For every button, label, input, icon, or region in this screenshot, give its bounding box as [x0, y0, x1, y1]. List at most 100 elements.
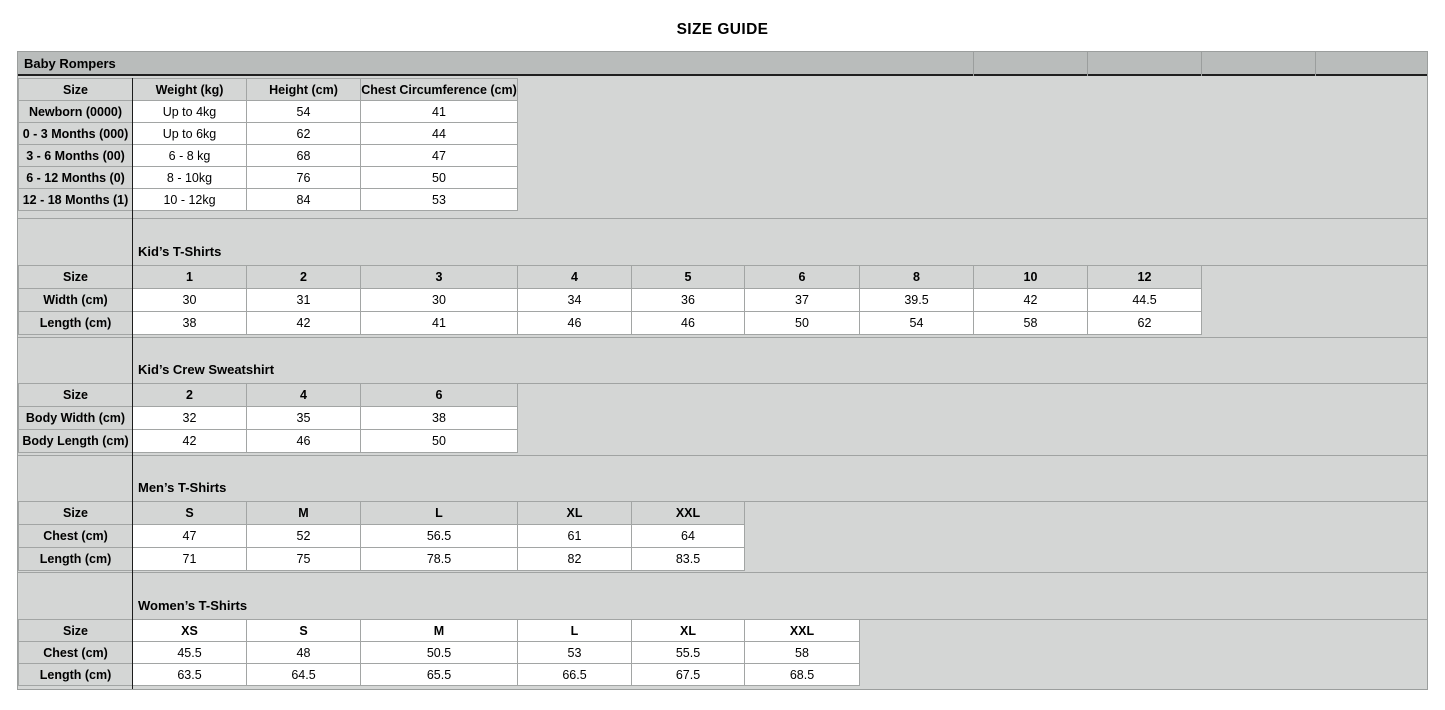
column-header-row: Size Weight (kg) Height (cm) Chest Circumfe… [18, 78, 518, 101]
value-cell: 41 [360, 100, 518, 123]
column-header-cell: L [517, 619, 632, 642]
table-row: Body Length (cm) 42 46 50 [18, 429, 518, 453]
value-cell: 64.5 [246, 663, 361, 686]
row-label-cell: 3 - 6 Months (00) [18, 144, 133, 167]
value-cell: 50 [744, 311, 860, 335]
value-cell: 46 [631, 311, 745, 335]
column-header-cell: S [246, 619, 361, 642]
row-label-cell: Body Length (cm) [18, 429, 133, 453]
column-header-cell: XXL [744, 619, 860, 642]
column-divider [1201, 52, 1202, 76]
value-cell: 62 [1087, 311, 1202, 335]
value-cell: 30 [360, 288, 518, 312]
value-cell: 54 [859, 311, 974, 335]
value-cell: 50.5 [360, 641, 518, 664]
row-label-cell: 0 - 3 Months (000) [18, 122, 133, 145]
value-cell: 34 [517, 288, 632, 312]
value-cell: 76 [246, 166, 361, 189]
column-header-cell: Size [18, 265, 133, 289]
value-cell: 53 [360, 188, 518, 211]
column-header-cell: 4 [246, 383, 361, 407]
value-cell: 45.5 [132, 641, 247, 664]
section-divider [18, 572, 1427, 573]
value-cell: 68.5 [744, 663, 860, 686]
section-header-label: Baby Rompers [24, 56, 116, 71]
row-label-cell: 12 - 18 Months (1) [18, 188, 133, 211]
column-header-row: Size 1 2 3 4 5 6 8 10 12 [18, 265, 1202, 289]
value-cell: 83.5 [631, 547, 745, 571]
table-row: 12 - 18 Months (1) 10 - 12kg 84 53 [18, 188, 518, 211]
column-header-cell: Size [18, 619, 133, 642]
value-cell: 47 [132, 524, 247, 548]
table-row: Chest (cm) 45.5 48 50.5 53 55.5 58 [18, 641, 860, 664]
row-label-cell: Length (cm) [18, 311, 133, 335]
column-header-cell: Weight (kg) [132, 78, 247, 101]
section-label-womens-tshirts: Women’s T-Shirts [138, 598, 248, 613]
value-cell: 41 [360, 311, 518, 335]
value-cell: 84 [246, 188, 361, 211]
table-row: 3 - 6 Months (00) 6 - 8 kg 68 47 [18, 144, 518, 167]
value-cell: 65.5 [360, 663, 518, 686]
womens-tshirts-table: Size XS S M L XL XXL Chest (cm) 45.5 48 50.5 53 55.5… [18, 619, 860, 686]
column-header-cell: 12 [1087, 265, 1202, 289]
row-label-cell: 6 - 12 Months (0) [18, 166, 133, 189]
section-label-kids-tshirts: Kid’s T-Shirts [138, 244, 222, 259]
value-cell: 44 [360, 122, 518, 145]
value-cell: 53 [517, 641, 632, 664]
baby-rompers-table: Size Weight (kg) Height (cm) Chest Circumfe… [18, 78, 518, 211]
table-row: Width (cm) 30 31 30 34 36 37 39.5 42 44.5 [18, 288, 1202, 312]
column-header-cell: Size [18, 501, 133, 525]
value-cell: 50 [360, 429, 518, 453]
value-cell: 36 [631, 288, 745, 312]
value-cell: 35 [246, 406, 361, 430]
column-header-cell: 1 [132, 265, 247, 289]
row-label-cell: Length (cm) [18, 547, 133, 571]
row-label-cell: Chest (cm) [18, 641, 133, 664]
value-cell: 63.5 [132, 663, 247, 686]
column-header-cell: M [246, 501, 361, 525]
column-header-cell: 8 [859, 265, 974, 289]
column-header-cell: Size [18, 78, 133, 101]
value-cell: 61 [517, 524, 632, 548]
column-header-cell: 6 [360, 383, 518, 407]
value-cell: 48 [246, 641, 361, 664]
value-cell: 10 - 12kg [132, 188, 247, 211]
page-title: SIZE GUIDE [676, 21, 769, 38]
column-divider [973, 52, 974, 76]
value-cell: 47 [360, 144, 518, 167]
value-cell: 75 [246, 547, 361, 571]
section-divider [18, 383, 1427, 384]
value-cell: 66.5 [517, 663, 632, 686]
value-cell: Up to 6kg [132, 122, 247, 145]
value-cell: 55.5 [631, 641, 745, 664]
value-cell: 46 [246, 429, 361, 453]
value-cell: 30 [132, 288, 247, 312]
value-cell: 46 [517, 311, 632, 335]
size-guide-sheet: Baby Rompers Size Weight (kg) Height (cm) C… [17, 51, 1428, 690]
table-row: Length (cm) 63.5 64.5 65.5 66.5 67.5 68.5 [18, 663, 860, 686]
column-header-cell: 5 [631, 265, 745, 289]
column-divider [1087, 52, 1088, 76]
table-row: Length (cm) 38 42 41 46 46 50 54 58 62 [18, 311, 1202, 335]
value-cell: 42 [132, 429, 247, 453]
kids-tshirts-table: Size 1 2 3 4 5 6 8 10 12 Width (cm) 30 31 30 34 36 37 39.… [18, 265, 1202, 335]
section-divider [18, 455, 1427, 456]
column-header-cell: 3 [360, 265, 518, 289]
table-row: Length (cm) 71 75 78.5 82 83.5 [18, 547, 745, 571]
value-cell: 62 [246, 122, 361, 145]
value-cell: 6 - 8 kg [132, 144, 247, 167]
value-cell: 67.5 [631, 663, 745, 686]
section-divider [18, 218, 1427, 219]
value-cell: 58 [973, 311, 1088, 335]
table-row: Newborn (0000) Up to 4kg 54 41 [18, 100, 518, 123]
row-label-cell: Newborn (0000) [18, 100, 133, 123]
value-cell: 32 [132, 406, 247, 430]
value-cell: 44.5 [1087, 288, 1202, 312]
column-header-cell: 10 [973, 265, 1088, 289]
mens-tshirts-table: Size S M L XL XXL Chest (cm) 47 52 56.5 61 64 Length… [18, 501, 745, 571]
row-label-cell: Chest (cm) [18, 524, 133, 548]
column-header-row: Size S M L XL XXL [18, 501, 745, 525]
table-row: Chest (cm) 47 52 56.5 61 64 [18, 524, 745, 548]
value-cell: 54 [246, 100, 361, 123]
